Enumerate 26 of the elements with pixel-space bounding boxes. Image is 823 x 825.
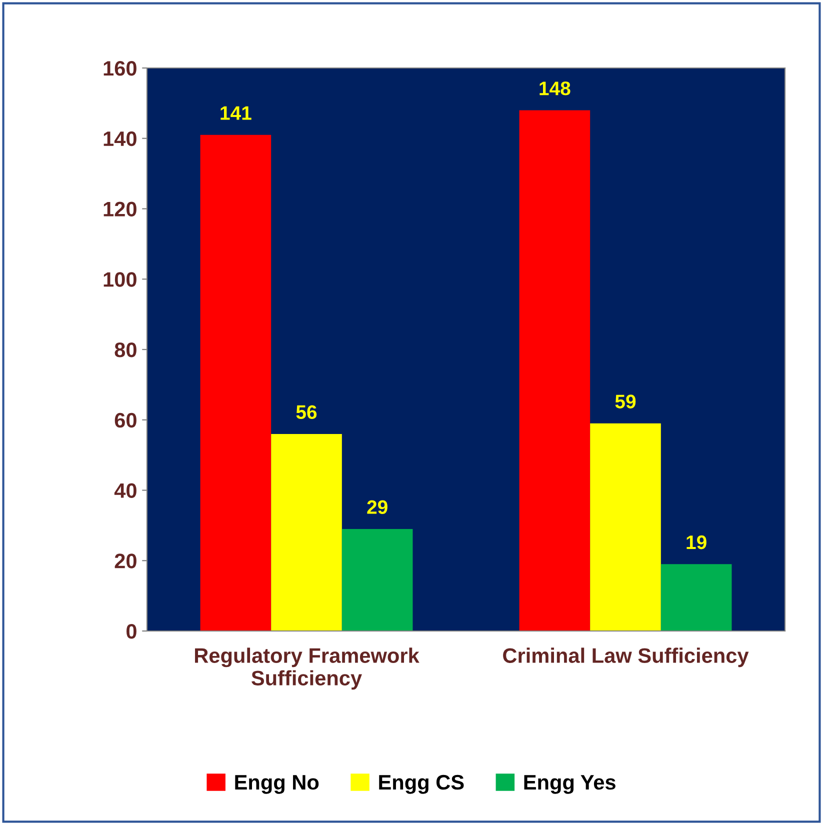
y-tick-label: 120 [104, 202, 136, 217]
data-label: 148 [540, 82, 570, 96]
y-tick-label: 140 [104, 131, 136, 146]
y-tick-label: 0 [126, 624, 136, 639]
y-tick-label: 60 [114, 412, 136, 428]
legend-label: Engg Yes [524, 775, 616, 794]
data-label: 141 [220, 106, 252, 120]
y-tick-label: 160 [104, 61, 136, 76]
bar [342, 528, 413, 631]
y-tick-label: 40 [114, 483, 136, 498]
legend-label: Engg No [235, 775, 319, 794]
bar [590, 423, 661, 631]
y-tick-label: 20 [114, 554, 136, 568]
y-tick-label: 100 [104, 272, 136, 287]
x-tick-label: Criminal Law Sufficiency [503, 648, 749, 668]
data-label: 29 [367, 500, 388, 514]
y-tick-label: 80 [114, 342, 136, 358]
legend-label: Engg CS [379, 774, 464, 794]
x-tick-label: Regulatory Framework Sufficiency [195, 648, 420, 690]
bar [271, 434, 342, 631]
bar [660, 564, 732, 631]
bar [200, 134, 272, 631]
data-label: 56 [296, 405, 317, 419]
data-label: 59 [615, 394, 636, 408]
data-label: 19 [686, 535, 706, 550]
bar [519, 110, 590, 631]
